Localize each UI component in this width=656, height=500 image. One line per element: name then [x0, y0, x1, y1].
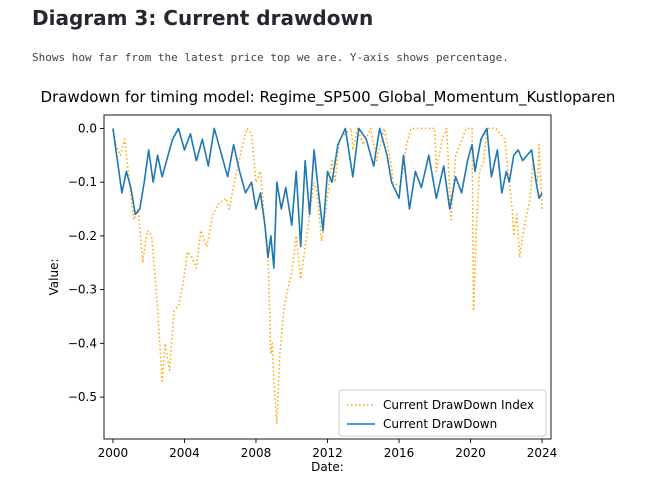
x-tick-label: 2000 [98, 446, 129, 460]
legend-box [338, 389, 547, 437]
x-axis: 2000 2004 2008 2012 2016 2020 2024 [98, 439, 558, 460]
series-layer [112, 127, 543, 425]
x-tick-label: 2004 [169, 446, 200, 460]
series-line-model [112, 127, 543, 269]
y-axis-label: Value: [47, 259, 61, 296]
y-tick-label: 0.0 [78, 121, 97, 135]
chart-description: Shows how far from the latest price top … [32, 51, 509, 64]
drawdown-chart: Drawdown for timing model: Regime_SP500_… [41, 88, 616, 474]
plot-area [103, 114, 552, 440]
legend: Current DrawDown Index Current DrawDown [338, 389, 547, 437]
legend-label-model: Current DrawDown [383, 417, 497, 431]
x-tick-label: 2024 [527, 446, 558, 460]
y-tick-label: −0.1 [68, 175, 97, 189]
x-tick-label: 2012 [312, 446, 343, 460]
y-tick-label: −0.2 [68, 229, 97, 243]
y-tick-label: −0.4 [68, 336, 97, 350]
chart-title: Drawdown for timing model: Regime_SP500_… [41, 88, 616, 107]
x-tick-label: 2020 [455, 446, 486, 460]
legend-label-index: Current DrawDown Index [383, 398, 534, 412]
x-tick-label: 2016 [384, 446, 415, 460]
series-line-index [112, 127, 543, 425]
x-axis-label: Date: [311, 460, 344, 474]
x-tick-label: 2008 [241, 446, 272, 460]
y-axis: 0.0 −0.1 −0.2 −0.3 −0.4 −0.5 [68, 121, 104, 404]
y-tick-label: −0.5 [68, 390, 97, 404]
section-heading: Diagram 3: Current drawdown [32, 6, 374, 30]
y-tick-label: −0.3 [68, 283, 97, 297]
